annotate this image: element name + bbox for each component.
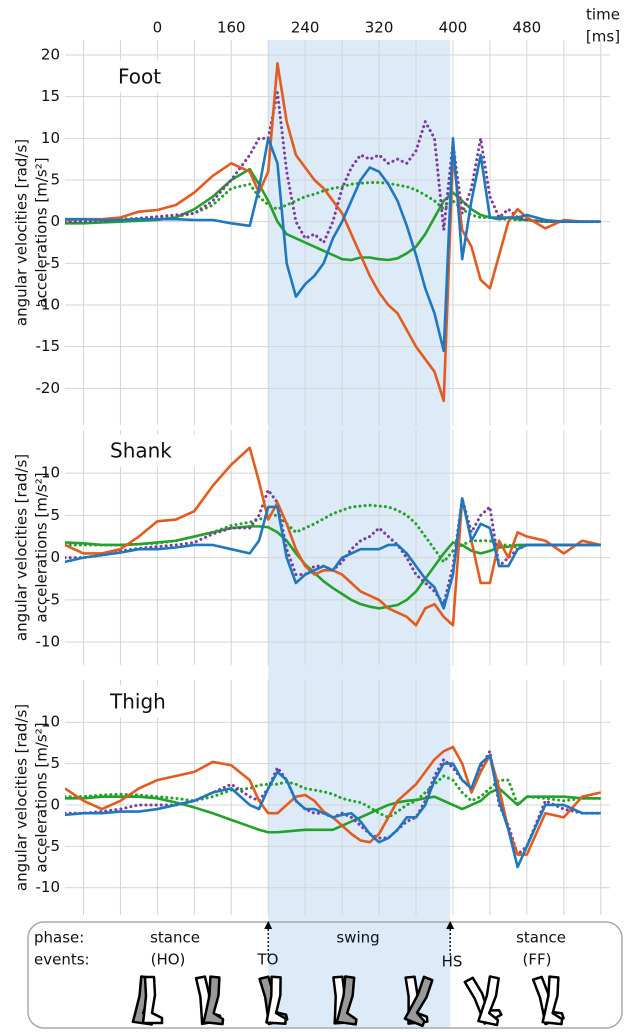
event: TO xyxy=(257,951,279,969)
series-group xyxy=(65,62,603,403)
y-tick-label: -10 xyxy=(36,633,61,651)
data-line xyxy=(65,488,603,606)
series-group xyxy=(65,446,603,627)
y-tick-label: 10 xyxy=(41,129,60,147)
swing-shade xyxy=(268,40,451,1028)
event: HS xyxy=(442,953,463,971)
y-tick-label: 5 xyxy=(50,506,60,524)
y-tick-label: 0 xyxy=(50,795,60,813)
data-line xyxy=(65,91,603,244)
x-axis-label: time xyxy=(586,6,620,24)
phase: stance xyxy=(150,929,200,947)
y-tick-label: -5 xyxy=(45,837,60,855)
gait-box xyxy=(27,921,623,1029)
title-bg xyxy=(103,685,190,718)
y-axis-label: angular velocities [rad/s] xyxy=(13,139,31,326)
data-line xyxy=(65,62,601,403)
y-tick-label: -10 xyxy=(36,878,61,896)
event: (HO) xyxy=(151,951,186,969)
y-axis-label: accelerations [m/s²] xyxy=(33,157,51,307)
y-axis-label: accelerations [m/s²] xyxy=(33,472,51,622)
y-tick-label: 10 xyxy=(41,464,60,482)
y-tick-label: 0 xyxy=(50,212,60,230)
y-tick-label: 15 xyxy=(41,87,60,105)
y-tick-label: -5 xyxy=(45,590,60,608)
x-tick-label: 0 xyxy=(153,19,163,37)
data-line xyxy=(65,137,601,353)
y-tick-label: 0 xyxy=(50,548,60,566)
events-label: events: xyxy=(34,951,90,969)
data-line xyxy=(65,497,601,610)
y-axis-label: accelerations [m/s²] xyxy=(33,722,51,872)
x-tick-label: 480 xyxy=(513,19,542,37)
y-axis-label: angular velocities [rad/s] xyxy=(13,704,31,891)
x-tick-label: 320 xyxy=(365,19,394,37)
y-axis-label: angular velocities [rad/s] xyxy=(13,454,31,641)
phase: stance xyxy=(516,929,566,947)
plot-layer: -20 -15 -10 -5 0 5 10 15 20 0 160 240 320 400 480 time [… xyxy=(13,6,620,915)
data-line xyxy=(65,754,601,869)
phase-label: phase: xyxy=(34,929,84,947)
panel-title: Foot xyxy=(118,65,161,89)
y-tick-label: 5 xyxy=(50,171,60,189)
phase: swing xyxy=(336,929,379,947)
title-bg xyxy=(112,60,186,93)
x-tick-label: 240 xyxy=(291,19,320,37)
y-tick-label: 5 xyxy=(50,754,60,772)
leg-icons xyxy=(131,972,568,1028)
panel-title: Shank xyxy=(110,439,172,463)
gait-panel: phase: stance swing stance events: (HO) … xyxy=(27,921,623,1029)
y-tick-label: -20 xyxy=(36,379,61,397)
y-tick-label: -15 xyxy=(36,337,61,355)
y-tick-label: 10 xyxy=(41,713,60,731)
title-bg xyxy=(104,434,197,467)
x-axis-label: [ms] xyxy=(586,28,620,46)
event-arrowhead xyxy=(264,921,273,929)
event: (FF) xyxy=(523,951,552,969)
y-tick-label: -5 xyxy=(45,254,60,272)
panel-title: Thigh xyxy=(109,690,166,714)
x-tick-label: 160 xyxy=(217,19,246,37)
y-tick-label: 20 xyxy=(41,46,60,64)
x-tick-label: 400 xyxy=(439,19,468,37)
series-group xyxy=(65,745,603,869)
y-tick-label: -10 xyxy=(36,296,61,314)
data-line xyxy=(65,745,602,856)
data-line xyxy=(65,774,603,819)
event-arrowhead xyxy=(446,921,455,929)
shade-layer xyxy=(268,40,451,1028)
